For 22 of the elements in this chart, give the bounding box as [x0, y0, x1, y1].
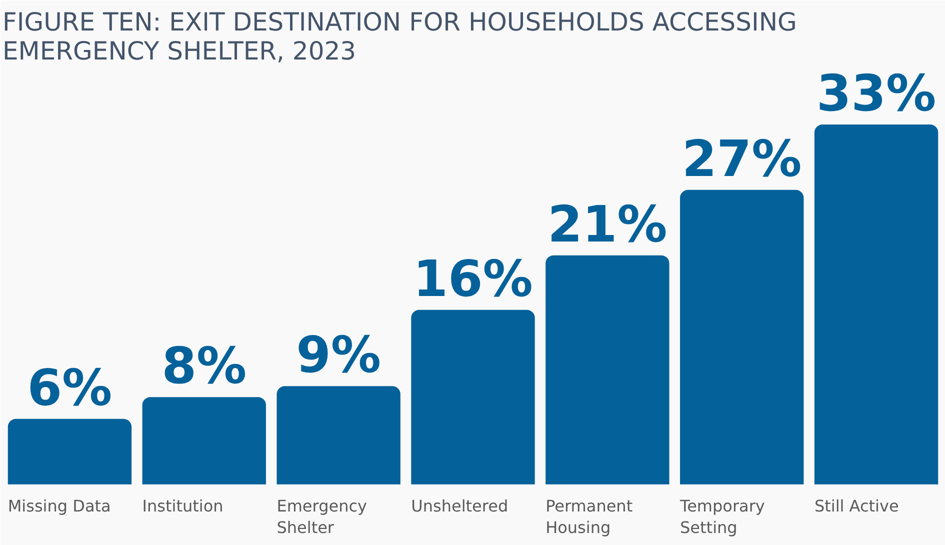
- data-label: 8%: [162, 337, 247, 396]
- x-tick-label: Unsheltered: [411, 496, 508, 516]
- x-tick-label: Permanent Housing: [546, 496, 633, 538]
- chart-title: FIGURE TEN: EXIT DESTINATION FOR HOUSEHOLDS ACCESSING EMERGENCY SHELTER, 2023: [2, 8, 797, 66]
- bar: [680, 190, 804, 484]
- data-label: 9%: [296, 326, 382, 384]
- bar: [814, 124, 938, 484]
- data-label: 27%: [682, 130, 802, 188]
- bar: [8, 418, 132, 484]
- x-tick-label: Missing Data: [8, 496, 111, 516]
- x-tick-label: Temporary Setting: [679, 496, 765, 538]
- data-label: 6%: [27, 358, 112, 417]
- data-label: 16%: [413, 250, 533, 308]
- bar: [546, 255, 670, 484]
- data-label: 33%: [816, 64, 936, 122]
- bar: [276, 386, 400, 484]
- x-tick-label: Emergency Shelter: [276, 496, 367, 538]
- bar: [411, 310, 535, 484]
- x-tick-label: Institution: [142, 496, 224, 516]
- bar: [142, 397, 266, 484]
- data-label: 21%: [548, 195, 668, 254]
- x-tick-label: Still Active: [814, 496, 899, 516]
